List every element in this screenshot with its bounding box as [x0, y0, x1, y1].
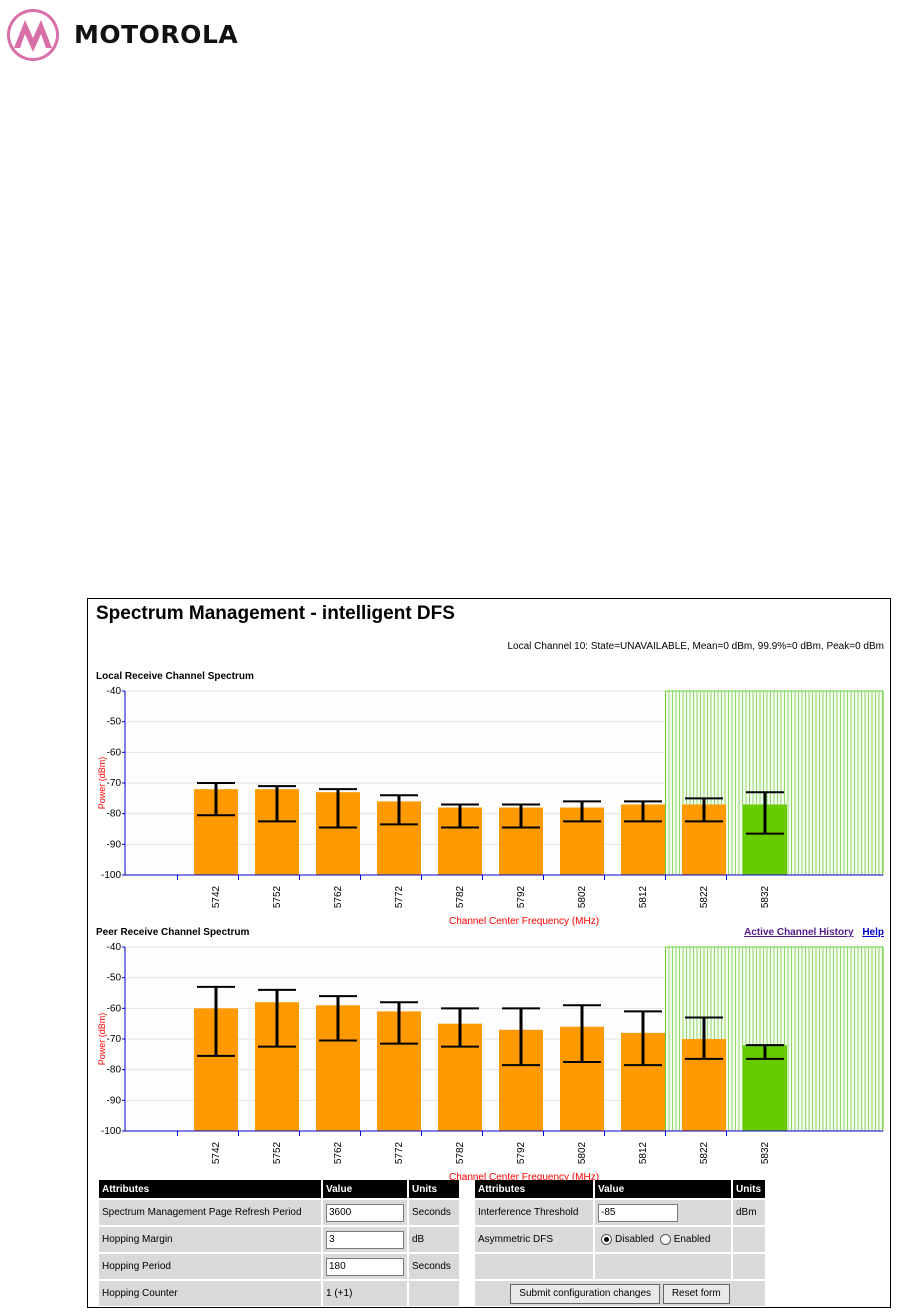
- y-tick-label: -90: [107, 839, 122, 850]
- x-tick-label: 5762: [333, 1141, 344, 1164]
- local-spectrum-chart: -40 -50 -60 -70 -80 -90 -100 5742 5752 5762 5772 57…: [97, 686, 884, 927]
- x-tick-label: 5762: [333, 885, 344, 908]
- y-tick-label: -40: [107, 686, 122, 697]
- radio-label: Enabled: [673, 1234, 711, 1246]
- x-tick-label: 5802: [577, 1141, 588, 1164]
- hopping-margin-input[interactable]: [326, 1230, 404, 1249]
- table-row: Spectrum Management Page Refresh Period …: [99, 1200, 459, 1225]
- table-row: [475, 1254, 765, 1279]
- active-channel-history-link[interactable]: Active Channel History: [744, 927, 854, 938]
- page-title: Spectrum Management - intelligent DFS: [96, 603, 455, 624]
- dfs-page: Spectrum Management - intelligent DFS Lo…: [87, 598, 891, 1308]
- x-tick-label: 5812: [638, 885, 649, 908]
- y-axis-label: Power (dBm): [97, 757, 107, 810]
- attr-label: Hopping Period: [99, 1254, 321, 1279]
- x-tick-label: 5802: [577, 885, 588, 908]
- interference-threshold-input[interactable]: [598, 1203, 678, 1222]
- x-tick-label: 5772: [394, 1141, 405, 1164]
- y-tick-label: -70: [107, 1034, 122, 1045]
- col-header-units: Units: [733, 1180, 765, 1198]
- help-link[interactable]: Help: [862, 927, 884, 938]
- col-header-value: Value: [595, 1180, 731, 1198]
- attr-unit: [409, 1281, 459, 1306]
- col-header-attributes: Attributes: [475, 1180, 593, 1198]
- y-tick-label: -80: [107, 809, 122, 820]
- peer-chart-title: Peer Receive Channel Spectrum: [96, 927, 250, 938]
- y-tick-label: -60: [107, 1003, 122, 1014]
- y-axis-label: Power (dBm): [97, 1013, 107, 1066]
- table-row: Hopping Period Seconds: [99, 1254, 459, 1279]
- col-header-units: Units: [409, 1180, 459, 1198]
- y-tick-label: -40: [107, 942, 122, 953]
- y-tick-label: -70: [107, 778, 122, 789]
- table-row: Hopping Counter 1 (+1): [99, 1281, 459, 1306]
- y-tick-label: -90: [107, 1095, 122, 1106]
- hopping-period-input[interactable]: [326, 1257, 404, 1276]
- attr-label: Asymmetric DFS: [475, 1227, 593, 1252]
- y-tick-label: -50: [107, 973, 122, 984]
- x-axis-label: Channel Center Frequency (MHz): [449, 1172, 599, 1183]
- asym-dfs-enabled-radio[interactable]: [659, 1233, 671, 1245]
- x-tick-label: 5792: [516, 1141, 527, 1164]
- y-tick-label: -100: [101, 1126, 121, 1137]
- local-chart-title: Local Receive Channel Spectrum: [96, 671, 254, 682]
- attributes-table-left: Attributes Value Units Spectrum Manageme…: [97, 1178, 461, 1308]
- x-tick-label: 5782: [455, 1141, 466, 1164]
- asym-dfs-disabled-radio[interactable]: [601, 1233, 612, 1245]
- col-header-attributes: Attributes: [99, 1180, 321, 1198]
- hopping-counter-value: 1 (+1): [323, 1281, 407, 1306]
- col-header-value: Value: [323, 1180, 407, 1198]
- x-axis-label: Channel Center Frequency (MHz): [449, 916, 599, 927]
- y-tick-label: -80: [107, 1065, 122, 1076]
- x-tick-label: 5752: [272, 885, 283, 908]
- chart-links: Active Channel History Help: [744, 927, 884, 938]
- attr-label: Hopping Counter: [99, 1281, 321, 1306]
- x-tick-label: 5742: [211, 1141, 222, 1164]
- attr-unit: Seconds: [409, 1254, 459, 1279]
- motorola-batwing-icon: [7, 9, 59, 61]
- attr-label: Spectrum Management Page Refresh Period: [99, 1200, 321, 1225]
- peer-spectrum-chart: -40 -50 -60 -70 -80 -90 -100 5742 5752 5762 5772 57…: [97, 942, 884, 1183]
- x-tick-label: 5752: [272, 1141, 283, 1164]
- table-row: Asymmetric DFS Disabled Enabled: [475, 1227, 765, 1252]
- table-row: Submit configuration changes Reset form: [475, 1281, 765, 1306]
- x-tick-label: 5742: [211, 885, 222, 908]
- attr-unit: dBm: [733, 1200, 765, 1225]
- y-tick-label: -50: [107, 717, 122, 728]
- x-tick-label: 5822: [699, 1141, 710, 1164]
- attributes-table-right: Attributes Value Units Interference Thre…: [473, 1178, 767, 1308]
- x-tick-label: 5832: [760, 1141, 771, 1164]
- motorola-logo: MOTOROLA: [6, 8, 266, 66]
- x-tick-label: 5832: [760, 885, 771, 908]
- x-tick-label: 5822: [699, 885, 710, 908]
- channel-status: Local Channel 10: State=UNAVAILABLE, Mea…: [507, 641, 884, 652]
- attr-unit: Seconds: [409, 1200, 459, 1225]
- y-tick-label: -60: [107, 747, 122, 758]
- attr-label: Interference Threshold: [475, 1200, 593, 1225]
- refresh-period-input[interactable]: [326, 1203, 404, 1222]
- attr-label: Hopping Margin: [99, 1227, 321, 1252]
- brand-name: MOTOROLA: [74, 20, 239, 49]
- table-row: Hopping Margin dB: [99, 1227, 459, 1252]
- attr-unit: dB: [409, 1227, 459, 1252]
- radio-label: Disabled: [615, 1234, 654, 1246]
- reset-button[interactable]: Reset form: [662, 1283, 730, 1304]
- x-tick-label: 5772: [394, 885, 405, 908]
- table-row: Interference Threshold dBm: [475, 1200, 765, 1225]
- x-tick-label: 5782: [455, 885, 466, 908]
- x-tick-label: 5812: [638, 1141, 649, 1164]
- x-tick-label: 5792: [516, 885, 527, 908]
- submit-button[interactable]: Submit configuration changes: [510, 1283, 661, 1304]
- y-tick-label: -100: [101, 870, 121, 881]
